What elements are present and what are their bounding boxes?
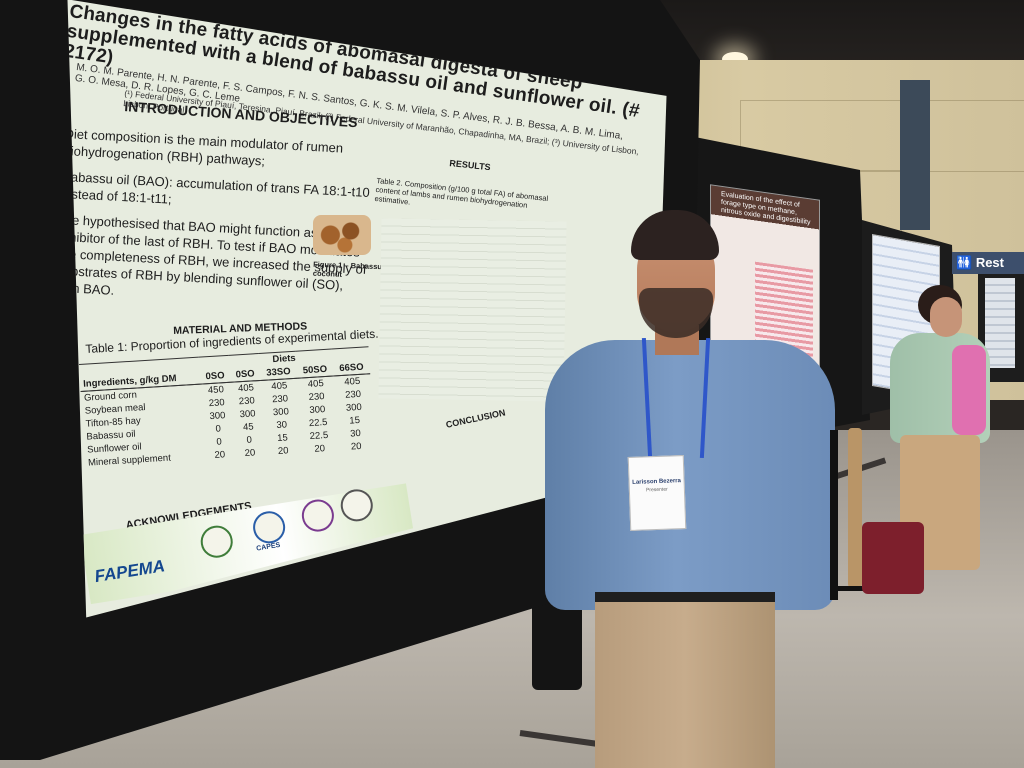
crest-icon	[299, 497, 337, 534]
presenter: Larisson Bezerra Presenter	[545, 210, 835, 768]
attendee-top	[952, 345, 986, 435]
table-cell: 20	[244, 447, 256, 460]
fapema-logo: FAPEMA	[93, 556, 167, 587]
restroom-sign-text: Rest	[975, 255, 1004, 270]
intro-bullet: Babassu oil (BAO): accumulation of trans…	[61, 168, 371, 207]
badge-role: Presenter	[645, 486, 668, 494]
board-stand-leg	[830, 430, 838, 600]
ingredients-table: Diets Ingredients, g/kg DM 0SO 0SO 33SO …	[79, 346, 375, 470]
badge-name: Larisson Bezerra	[632, 478, 682, 486]
far-poster-2	[985, 278, 1015, 368]
table-cell: 20	[314, 443, 326, 455]
name-badge: Larisson Bezerra Presenter	[627, 455, 687, 531]
babassu-coconut-figure	[313, 215, 371, 255]
capes-logo-label: CAPES	[255, 541, 281, 553]
figure-caption: Figure 1 – Babassu coconut	[312, 259, 383, 279]
results-heading: RESULTS	[448, 158, 492, 173]
attendee-face	[930, 297, 962, 337]
poster-tube	[848, 428, 862, 588]
capes-logo-icon	[250, 509, 288, 546]
table-cell: 20	[350, 440, 362, 453]
results-caption: Table 2. Composition (g/100 g total FA) …	[374, 176, 549, 210]
pillar	[900, 80, 930, 230]
institute-seal-icon	[338, 487, 376, 524]
presenter-hair	[631, 210, 719, 260]
presenter-beard	[639, 288, 713, 338]
handbag	[862, 522, 924, 594]
intro-bullet: Diet composition is the main modulator o…	[63, 125, 344, 169]
presenter-pants	[595, 602, 775, 768]
table-body: Ground corn 450 405 405 405 405 Soybean meal 23…	[81, 374, 375, 470]
university-seal-icon	[198, 523, 236, 560]
conclusion-heading: CONCLUSION	[445, 407, 507, 430]
main-poster-content: Changes in the fatty acids of abomasal d…	[61, 0, 662, 614]
table-cell: 20	[277, 445, 289, 458]
results-table	[378, 218, 567, 402]
table-cell: 20	[214, 449, 226, 461]
presenter-shirt	[545, 340, 835, 610]
restroom-sign: 🚻 Rest	[952, 252, 1024, 274]
